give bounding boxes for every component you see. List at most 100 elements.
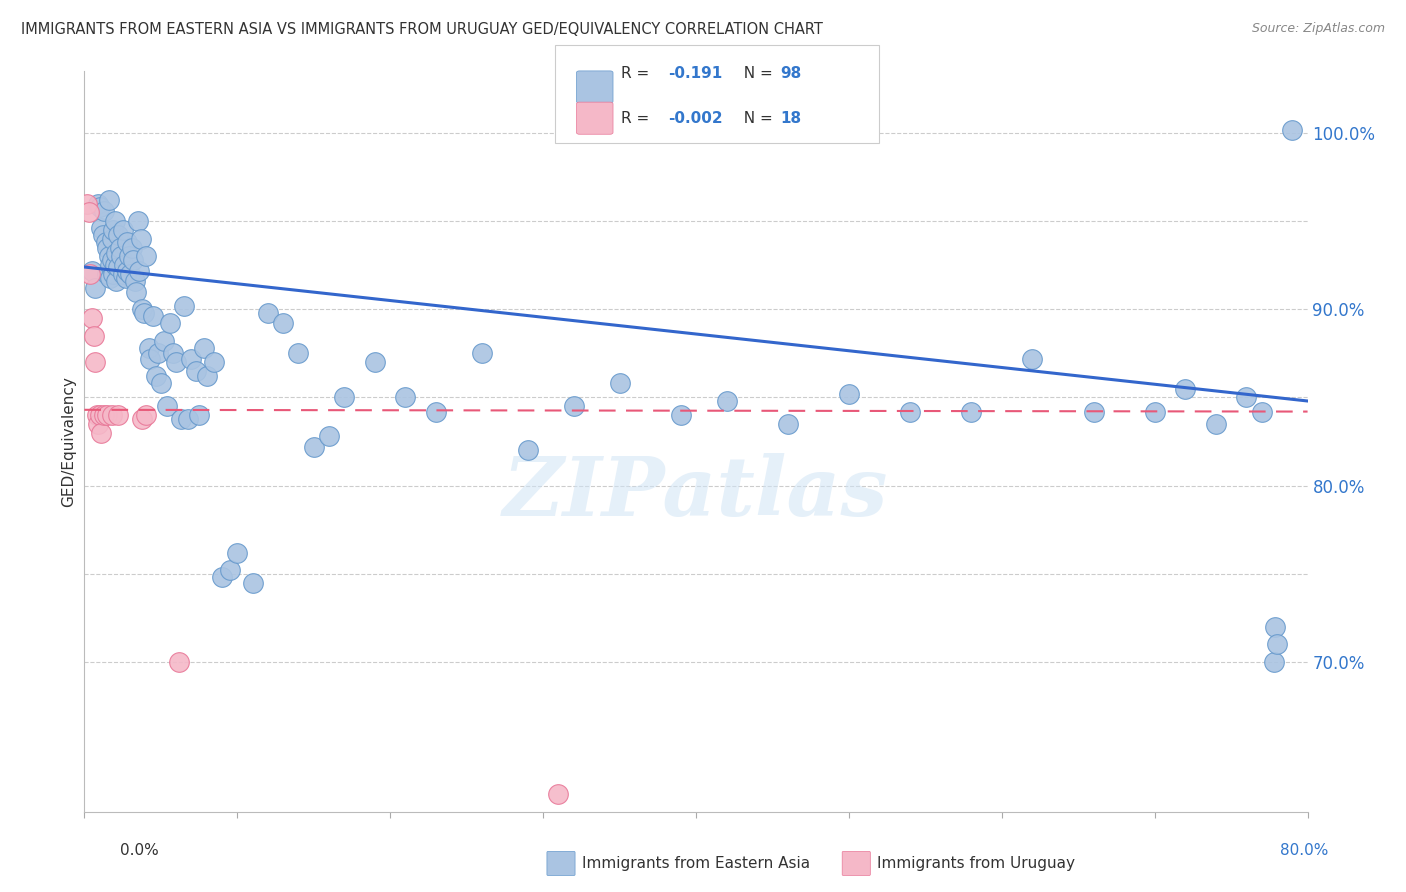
Point [1264, 620, 1286, 634]
Point [112, 258, 135, 272]
Point [1021, 351, 1043, 366]
Point [135, 408, 157, 422]
Text: ZIPatlas: ZIPatlas [503, 453, 889, 533]
Point [83, 328, 105, 343]
Point [173, 299, 195, 313]
Point [108, 241, 131, 255]
Point [131, 302, 153, 317]
Text: 18: 18 [780, 111, 801, 126]
Point [104, 214, 127, 228]
Point [103, 223, 125, 237]
Point [149, 376, 172, 391]
Point [104, 258, 127, 272]
Point [218, 563, 240, 577]
Point [180, 351, 202, 366]
Point [76, 196, 98, 211]
Point [101, 408, 124, 422]
Point [159, 317, 181, 331]
Text: N =: N = [734, 66, 778, 81]
Point [107, 408, 129, 422]
Text: Immigrants from Eastern Asia: Immigrants from Eastern Asia [582, 856, 810, 871]
Point [202, 355, 225, 369]
Point [128, 263, 150, 277]
Point [1265, 637, 1288, 651]
Point [562, 399, 585, 413]
Point [153, 334, 176, 348]
Point [1205, 417, 1227, 431]
Point [156, 399, 179, 413]
Point [101, 252, 124, 267]
Point [97, 249, 120, 263]
Point [318, 429, 340, 443]
Point [93, 203, 115, 218]
Point [93, 408, 115, 422]
Point [107, 228, 129, 243]
Point [114, 270, 136, 285]
Point [170, 411, 193, 425]
Point [516, 443, 538, 458]
Point [96, 408, 118, 422]
Text: N =: N = [734, 111, 778, 126]
Point [162, 346, 184, 360]
Point [188, 408, 211, 422]
Text: Source: ZipAtlas.com: Source: ZipAtlas.com [1251, 22, 1385, 36]
Point [146, 346, 169, 360]
Text: R =: R = [621, 66, 655, 81]
Point [333, 391, 356, 405]
Point [96, 241, 118, 255]
Point [115, 235, 138, 250]
Point [609, 376, 631, 391]
Point [98, 270, 121, 285]
Point [115, 263, 138, 277]
Point [1174, 382, 1197, 396]
Point [716, 394, 738, 409]
Point [898, 404, 921, 418]
Text: 80.0%: 80.0% [1281, 843, 1329, 858]
Point [138, 341, 160, 355]
Point [195, 369, 218, 384]
Point [122, 252, 145, 267]
Text: 0.0%: 0.0% [120, 843, 159, 858]
Point [87, 417, 110, 431]
Point [101, 232, 124, 246]
Point [287, 346, 309, 360]
Point [79, 267, 101, 281]
Point [91, 228, 114, 243]
Y-axis label: GED/Equivalency: GED/Equivalency [60, 376, 76, 507]
Point [135, 249, 157, 263]
Point [1083, 404, 1105, 418]
Point [193, 341, 215, 355]
Point [1281, 122, 1303, 136]
Text: -0.002: -0.002 [668, 111, 723, 126]
Point [80, 263, 103, 277]
Point [167, 655, 190, 669]
Point [257, 306, 280, 320]
Point [139, 351, 162, 366]
Point [97, 193, 120, 207]
Point [1236, 391, 1258, 405]
Point [177, 411, 200, 425]
Point [124, 274, 146, 288]
Point [226, 546, 249, 560]
Point [89, 200, 111, 214]
Point [118, 249, 141, 263]
Point [120, 267, 142, 281]
Text: R =: R = [621, 111, 655, 126]
Point [838, 387, 860, 401]
Point [1143, 404, 1166, 418]
Point [242, 575, 264, 590]
Point [98, 258, 121, 272]
Text: 98: 98 [780, 66, 801, 81]
Point [132, 306, 155, 320]
Point [84, 281, 107, 295]
Point [107, 260, 129, 274]
Point [105, 246, 128, 260]
Point [165, 355, 187, 369]
Point [90, 221, 112, 235]
Point [129, 232, 152, 246]
Point [105, 274, 128, 288]
Point [547, 787, 569, 801]
Point [125, 285, 148, 299]
Point [89, 408, 111, 422]
Point [110, 249, 132, 263]
